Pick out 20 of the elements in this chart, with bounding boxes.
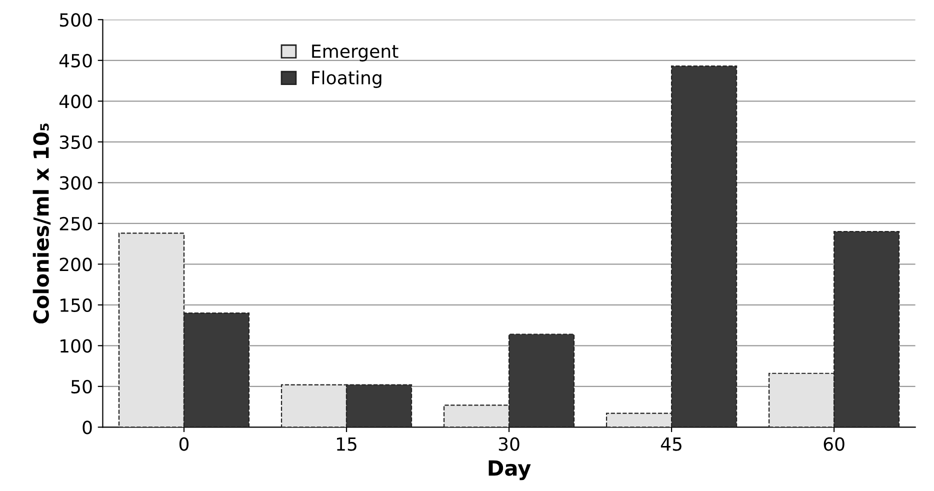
y-tick-label: 450 — [59, 54, 92, 68]
x-tick-label: 30 — [498, 437, 520, 451]
legend-label: Floating — [312, 70, 382, 88]
legend-label: Emergent — [312, 44, 398, 62]
x-axis-title: Day — [488, 460, 531, 480]
y-tick-label: 250 — [60, 216, 92, 231]
y-tick-label: 0 — [82, 420, 92, 434]
y-tick-label: 150 — [60, 298, 92, 312]
y-tick-label: 200 — [60, 258, 92, 272]
y-tick-label: 300 — [60, 176, 92, 190]
y-tick-label: 50 — [71, 380, 92, 394]
y-tick-label: 100 — [60, 339, 92, 353]
x-tick-label: 45 — [660, 437, 682, 451]
y-tick-label: 400 — [59, 94, 92, 108]
y-tick-label: 350 — [60, 135, 92, 150]
x-tick-label: 15 — [337, 437, 356, 451]
x-tick-label: 0 — [179, 437, 189, 451]
y-axis-title: Colonies/ml x 10₅ — [32, 123, 51, 324]
x-tick-label: 60 — [824, 437, 844, 451]
y-tick-label: 500 — [60, 13, 92, 27]
